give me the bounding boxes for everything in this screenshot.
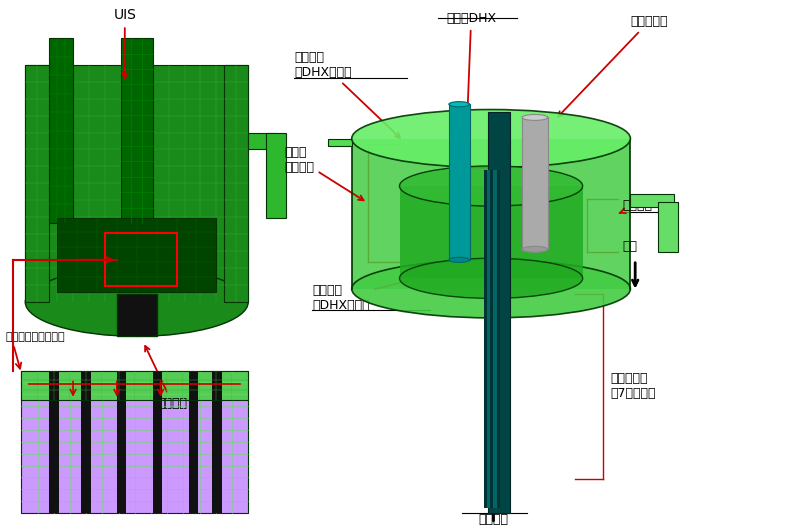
Ellipse shape	[449, 257, 470, 262]
Bar	[522, 117, 547, 250]
Ellipse shape	[400, 258, 582, 298]
Bar	[484, 170, 487, 508]
Text: 炉上部機構: 炉上部機構	[558, 15, 668, 117]
Bar	[449, 104, 470, 260]
Bar	[497, 170, 500, 508]
Bar	[248, 133, 276, 149]
Bar	[352, 139, 630, 289]
Text: 入口境界
（DHX出口）: 入口境界 （DHX出口）	[312, 268, 455, 312]
Bar	[494, 170, 497, 508]
Bar	[213, 371, 222, 513]
Bar	[57, 218, 217, 292]
Bar	[117, 294, 157, 336]
Ellipse shape	[26, 268, 248, 336]
Text: 入口境界: 入口境界	[479, 513, 508, 526]
Ellipse shape	[352, 260, 630, 318]
Bar	[50, 371, 58, 513]
Bar	[22, 371, 248, 513]
Bar	[630, 194, 674, 207]
Bar	[117, 371, 126, 513]
Bar	[121, 38, 153, 223]
Bar	[81, 371, 90, 513]
Bar	[491, 170, 494, 508]
Bar	[22, 371, 248, 400]
Text: 出口境界: 出口境界	[619, 199, 653, 213]
Ellipse shape	[352, 109, 630, 168]
Bar	[328, 139, 352, 147]
Text: 内筒: 内筒	[622, 240, 638, 253]
Ellipse shape	[449, 101, 470, 107]
Text: 出口境界
（DHX入口）: 出口境界 （DHX入口）	[294, 50, 400, 138]
Bar	[105, 234, 177, 286]
Bar	[189, 371, 198, 513]
Ellipse shape	[522, 246, 547, 252]
Text: 熱遮蔽筒: 熱遮蔽筒	[145, 346, 188, 410]
Bar	[22, 371, 248, 400]
Bar	[266, 133, 285, 218]
Bar	[225, 65, 248, 302]
Bar	[50, 38, 73, 223]
Bar	[153, 371, 162, 513]
Bar	[22, 371, 248, 513]
Bar	[658, 202, 678, 252]
Text: UIS: UIS	[113, 8, 137, 79]
Bar	[26, 65, 248, 302]
Bar	[487, 170, 491, 508]
Ellipse shape	[522, 115, 547, 121]
Bar	[26, 65, 50, 302]
Text: 模擬炉心部
（7集合体）: 模擬炉心部 （7集合体）	[610, 372, 656, 400]
Text: 浸漬型DHX: 浸漬型DHX	[446, 12, 496, 115]
Bar	[400, 186, 582, 278]
Bar	[488, 112, 511, 513]
Text: 炉上部
プレナム: 炉上部 プレナム	[284, 145, 364, 200]
Text: 模擬燃料集合体出口: 模擬燃料集合体出口	[6, 332, 65, 341]
Ellipse shape	[400, 166, 582, 206]
